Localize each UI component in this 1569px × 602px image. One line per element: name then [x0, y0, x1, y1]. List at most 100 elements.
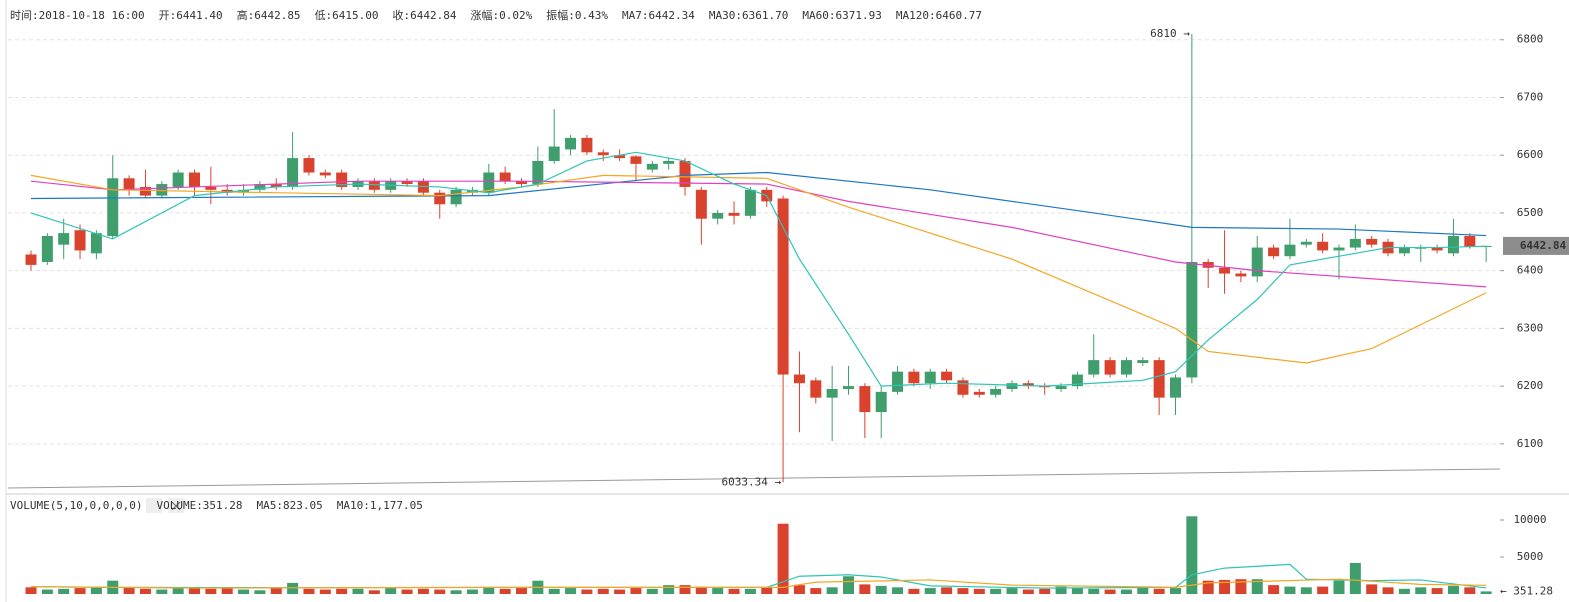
header-label: 时间:2018-10-18 16:00	[10, 9, 145, 22]
candle-body	[712, 212, 724, 219]
volume-bar	[777, 523, 789, 594]
candle-body	[401, 181, 413, 185]
candle-body	[1366, 238, 1378, 245]
volume-bar	[1349, 562, 1361, 594]
candle-body	[189, 172, 200, 187]
volume-bar	[1137, 587, 1149, 594]
header-label: 高:6442.85	[237, 8, 301, 22]
volume-bar	[1202, 580, 1214, 594]
volume-bar	[189, 588, 200, 594]
candle-body	[548, 146, 560, 161]
header-label: MA120:6460.77	[896, 9, 982, 22]
volume-bar	[1284, 586, 1296, 594]
volume-bar	[1170, 588, 1181, 594]
candle-body	[646, 163, 658, 170]
volume-bar	[565, 588, 577, 594]
settings-icon[interactable]	[146, 498, 162, 513]
volume-bar	[139, 588, 151, 594]
trend-line	[7, 468, 1501, 489]
candle-body	[1251, 247, 1263, 277]
volume-bar	[58, 588, 70, 594]
header-label: MA10:1,177.05	[337, 499, 423, 512]
volume-bar	[712, 588, 724, 594]
volume-bar	[1104, 589, 1116, 594]
candle-body	[1398, 247, 1410, 254]
candle-body	[336, 172, 348, 187]
annotation: ← 351.28	[1500, 584, 1553, 597]
volume-bar	[875, 585, 887, 594]
volume-bar	[1186, 516, 1198, 594]
candle-body	[139, 186, 151, 196]
close-x	[171, 501, 181, 511]
candle-body	[483, 172, 495, 193]
candle-body	[270, 184, 282, 187]
candle-body	[1071, 374, 1083, 387]
candle-body	[793, 374, 805, 384]
candle-body	[238, 189, 250, 193]
candle-body	[41, 236, 53, 262]
volume-bar	[810, 588, 822, 594]
candle-body	[450, 189, 462, 205]
y-tick-label: 6200	[1517, 379, 1544, 392]
y-tick-label: 6300	[1517, 321, 1544, 334]
candle-body	[630, 156, 642, 164]
candle-body	[1088, 360, 1100, 375]
header-label: MA60:6371.93	[802, 9, 881, 22]
volume-bar	[957, 588, 969, 594]
candle-body	[892, 371, 904, 392]
header-label: 涨幅:	[471, 9, 500, 22]
volume-bar	[941, 587, 953, 594]
volume-bar	[156, 589, 168, 594]
volume-bar	[1415, 587, 1427, 594]
volume-bar	[973, 588, 985, 594]
volume-bar	[1333, 580, 1345, 594]
volume-bar	[205, 588, 217, 594]
candle-body	[1120, 360, 1132, 375]
candle-body	[744, 189, 756, 216]
volume-bar	[1006, 588, 1018, 594]
volume-bar	[908, 588, 920, 594]
volume-bar	[548, 588, 560, 594]
volume-bar	[793, 585, 805, 594]
candle-body	[368, 181, 380, 190]
volume-bar	[123, 587, 135, 594]
candle-body	[1300, 241, 1312, 245]
volume-bar	[368, 590, 380, 594]
volume-bar	[221, 588, 233, 594]
last-price-label: 6442.84	[1520, 239, 1567, 252]
candle-body	[728, 212, 740, 216]
candle-body	[1317, 241, 1329, 251]
candle-body	[303, 158, 315, 173]
volume-bar	[1120, 589, 1132, 594]
candle-body	[1447, 236, 1459, 254]
y-tick-label: 6500	[1517, 206, 1544, 219]
last-price-box	[1503, 236, 1569, 255]
candle-body	[1268, 247, 1280, 257]
candle-body	[597, 152, 609, 156]
y-tick-label: 6400	[1517, 264, 1544, 277]
volume-bar	[1219, 579, 1231, 594]
volume-bar	[352, 588, 364, 594]
annotation: 6810 →	[1150, 27, 1190, 40]
header-label: 开:6441.40	[159, 9, 223, 22]
candle-body	[74, 230, 86, 251]
volume-bar	[1268, 585, 1280, 594]
volume-bar	[1382, 587, 1394, 594]
candle-body	[172, 172, 184, 187]
volume-bar	[1480, 591, 1492, 594]
header-label: VOLUME:351.28	[156, 499, 242, 512]
header-label: 收:6442.84	[393, 8, 457, 22]
volume-bar	[663, 585, 675, 594]
candle-body	[990, 388, 1002, 395]
y-tick-label: 6100	[1517, 437, 1544, 450]
candle-body	[1022, 383, 1034, 387]
candle-body	[1431, 247, 1443, 251]
candle-body	[826, 388, 838, 398]
candle-body	[156, 184, 168, 196]
volume-bar	[614, 589, 626, 594]
volume-bar	[401, 589, 413, 594]
candle-body	[1349, 238, 1361, 248]
candle-body	[875, 391, 887, 413]
y-tick-label: 10000	[1513, 513, 1546, 526]
